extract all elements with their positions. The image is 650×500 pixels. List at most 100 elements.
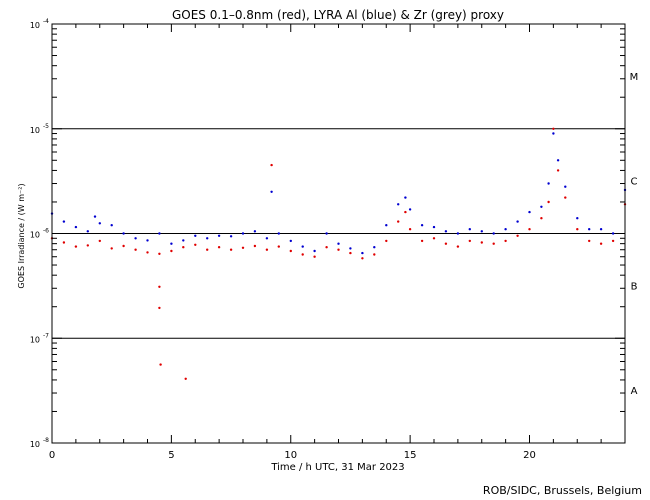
- series-2: [50, 132, 627, 255]
- x-axis: 0 5 10 15 20: [49, 24, 626, 461]
- flare-class-label: C: [631, 177, 638, 188]
- data-point: [385, 239, 388, 243]
- data-point: [456, 232, 460, 235]
- data-point: [146, 239, 149, 242]
- y-axis-label: GOES Irradiance / (W m⁻²): [17, 183, 26, 288]
- data-point: [420, 239, 424, 243]
- data-point: [313, 255, 316, 258]
- data-point: [588, 239, 591, 243]
- data-point: [556, 159, 560, 162]
- y-tick-label: 10: [30, 126, 40, 135]
- data-series: [50, 127, 627, 380]
- data-point: [576, 217, 579, 220]
- data-point: [277, 245, 280, 248]
- data-point: [74, 245, 78, 248]
- data-point: [229, 248, 233, 251]
- data-point: [241, 246, 245, 249]
- data-point: [547, 182, 550, 185]
- data-point: [547, 200, 550, 204]
- y-tick-exponent: -6: [43, 228, 49, 235]
- data-point: [361, 257, 364, 260]
- data-point: [516, 234, 519, 237]
- data-point: [373, 253, 376, 256]
- data-point: [289, 239, 292, 243]
- data-point: [468, 228, 471, 231]
- y-tick-label: 10: [30, 335, 40, 344]
- data-point: [599, 242, 603, 245]
- data-point: [194, 234, 197, 237]
- data-point: [301, 245, 304, 248]
- y-tick-exponent: -5: [43, 123, 49, 130]
- data-point: [564, 196, 567, 199]
- data-point: [158, 232, 161, 235]
- data-point: [404, 210, 407, 214]
- data-point: [325, 232, 328, 235]
- data-point: [588, 228, 591, 231]
- data-point: [492, 232, 495, 235]
- data-point: [74, 225, 78, 229]
- credit-text: ROB/SIDC, Brussels, Belgium: [483, 484, 642, 497]
- data-point: [194, 243, 197, 246]
- y-tick-exponent: -4: [43, 18, 49, 25]
- data-point: [385, 224, 388, 227]
- data-point: [170, 249, 173, 253]
- data-point: [540, 205, 543, 208]
- data-point: [540, 217, 543, 220]
- data-point: [158, 306, 161, 310]
- data-point: [397, 203, 400, 206]
- data-point: [408, 228, 412, 231]
- data-point: [110, 247, 113, 250]
- data-point: [432, 237, 436, 240]
- data-point: [277, 232, 280, 235]
- data-point: [599, 228, 603, 231]
- data-point: [432, 225, 436, 229]
- y-tick-exponent: -7: [43, 332, 49, 339]
- data-point: [62, 220, 66, 223]
- data-point: [564, 185, 567, 188]
- data-point: [241, 232, 245, 235]
- data-point: [313, 249, 316, 253]
- data-point: [337, 242, 340, 245]
- data-point: [158, 285, 161, 288]
- data-point: [444, 230, 448, 233]
- x-tick-label: 20: [523, 450, 536, 461]
- data-point: [611, 239, 615, 243]
- data-point: [349, 247, 352, 250]
- data-point: [265, 237, 269, 240]
- data-point: [253, 230, 257, 233]
- y-tick-label: 10: [30, 21, 40, 30]
- data-point: [556, 169, 560, 172]
- flare-class-label: M: [630, 72, 639, 83]
- series-0: [50, 127, 627, 260]
- data-point: [492, 242, 495, 245]
- data-point: [373, 246, 376, 249]
- data-point: [159, 363, 162, 366]
- data-point: [182, 246, 185, 249]
- data-point: [289, 249, 292, 253]
- x-tick-label: 15: [404, 450, 417, 461]
- data-point: [576, 228, 579, 231]
- data-point: [456, 245, 460, 248]
- data-point: [122, 232, 125, 235]
- data-point: [325, 246, 328, 249]
- data-point: [611, 232, 615, 235]
- data-point: [206, 248, 209, 251]
- data-point: [504, 239, 507, 243]
- data-point: [349, 251, 352, 255]
- data-point: [86, 244, 90, 247]
- data-point: [217, 246, 221, 249]
- x-tick-label: 10: [284, 450, 297, 461]
- data-point: [229, 235, 233, 238]
- data-point: [146, 251, 149, 254]
- data-point: [86, 230, 90, 233]
- data-point: [408, 208, 412, 211]
- flare-class-label: B: [631, 281, 638, 292]
- data-point: [134, 237, 137, 240]
- data-point: [122, 244, 125, 248]
- data-point: [480, 241, 483, 244]
- data-point: [110, 224, 113, 227]
- data-point: [528, 210, 531, 214]
- flare-class-labels: A B C M: [630, 72, 639, 397]
- flare-class-label: A: [631, 386, 638, 397]
